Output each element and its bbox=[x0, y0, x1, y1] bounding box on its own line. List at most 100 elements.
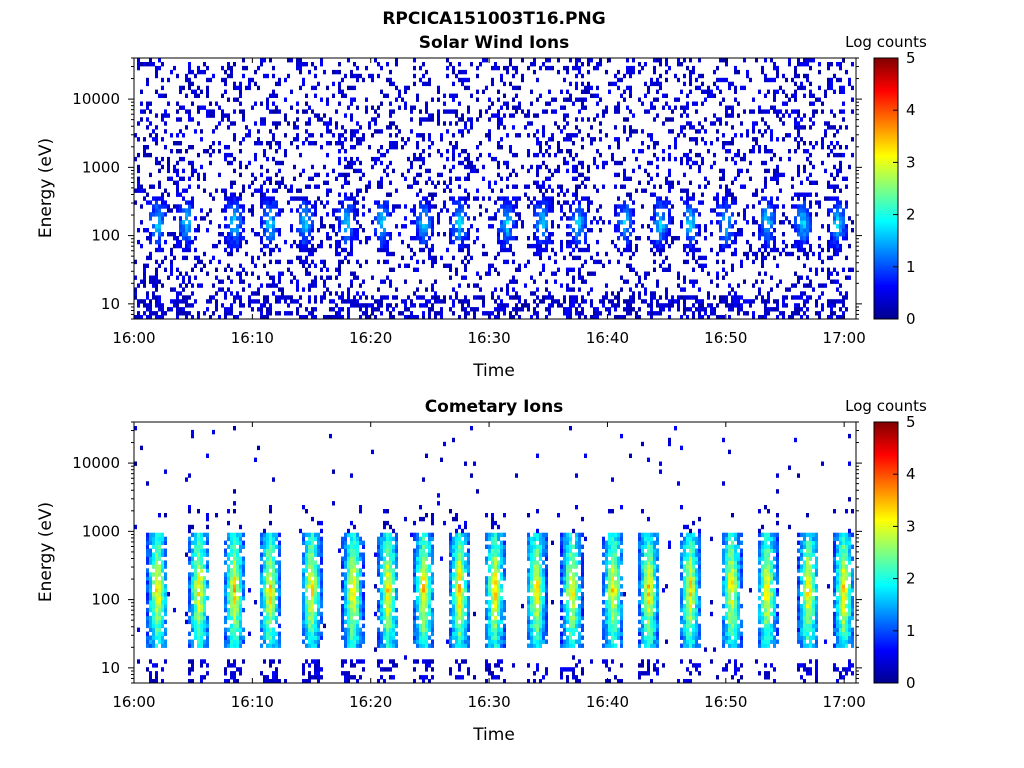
count-cell bbox=[317, 81, 320, 87]
count-cell bbox=[590, 315, 593, 320]
count-cell bbox=[641, 129, 644, 134]
count-cell bbox=[188, 85, 191, 91]
count-cell bbox=[455, 236, 458, 241]
count-cell bbox=[152, 137, 155, 142]
count-cell bbox=[650, 247, 653, 253]
count-cell bbox=[764, 121, 767, 126]
count-cell bbox=[266, 224, 269, 229]
count-cell bbox=[224, 552, 227, 557]
count-cell bbox=[467, 117, 470, 122]
count-cell bbox=[377, 156, 380, 162]
count-cell bbox=[482, 295, 485, 300]
count-cell bbox=[362, 137, 365, 142]
count-cell bbox=[731, 109, 734, 114]
count-cell bbox=[266, 97, 269, 102]
count-cell bbox=[275, 200, 278, 205]
count-cell bbox=[437, 212, 440, 217]
count-cell bbox=[662, 156, 665, 162]
count-cell bbox=[416, 287, 419, 292]
count-cell bbox=[761, 220, 764, 225]
count-cell bbox=[152, 603, 155, 609]
count-cell bbox=[488, 105, 491, 110]
count-cell bbox=[188, 596, 191, 601]
count-cell bbox=[323, 279, 326, 284]
count-cell bbox=[614, 172, 617, 178]
count-cell bbox=[533, 212, 536, 217]
count-cell bbox=[227, 239, 230, 245]
count-cell bbox=[146, 536, 149, 542]
count-cell bbox=[425, 109, 428, 114]
count-cell bbox=[503, 125, 506, 130]
count-cell bbox=[788, 156, 791, 162]
count-cell bbox=[758, 200, 761, 205]
count-cell bbox=[644, 287, 647, 292]
count-cell bbox=[458, 196, 461, 201]
count-cell bbox=[752, 145, 755, 150]
count-cell bbox=[782, 220, 785, 225]
count-cell bbox=[800, 204, 803, 209]
count-cell bbox=[470, 168, 473, 174]
y-tick-label: 10 bbox=[101, 295, 120, 313]
count-cell bbox=[653, 239, 656, 245]
count-cell bbox=[362, 212, 365, 217]
count-cell bbox=[197, 623, 200, 629]
count-cell bbox=[185, 228, 188, 233]
count-cell bbox=[497, 113, 500, 118]
count-cell bbox=[665, 236, 668, 241]
count-cell bbox=[326, 192, 329, 197]
count-cell bbox=[536, 220, 539, 225]
count-cell bbox=[512, 295, 515, 300]
count-cell bbox=[494, 113, 497, 118]
count-cell bbox=[773, 228, 776, 233]
count-cell bbox=[194, 552, 197, 557]
count-cell bbox=[386, 200, 389, 205]
count-cell bbox=[821, 101, 824, 106]
count-cell bbox=[200, 580, 203, 585]
count-cell bbox=[608, 307, 611, 312]
count-cell bbox=[149, 584, 152, 589]
count-cell bbox=[839, 125, 842, 130]
count-cell bbox=[686, 208, 689, 213]
count-cell bbox=[227, 639, 230, 644]
count-cell bbox=[338, 101, 341, 106]
count-cell bbox=[512, 259, 515, 265]
count-cell bbox=[449, 93, 452, 98]
count-cell bbox=[692, 216, 695, 221]
count-cell bbox=[845, 275, 848, 280]
count-cell bbox=[143, 145, 146, 150]
count-cell bbox=[770, 176, 773, 181]
count-cell bbox=[212, 129, 215, 134]
count-cell bbox=[503, 236, 506, 241]
count-cell bbox=[758, 315, 761, 320]
count-cell bbox=[380, 216, 383, 221]
count-cell bbox=[179, 141, 182, 146]
count-cell bbox=[251, 105, 254, 110]
count-cell bbox=[695, 77, 698, 83]
count-cell bbox=[800, 243, 803, 249]
count-cell bbox=[833, 220, 836, 225]
count-cell bbox=[719, 176, 722, 181]
count-cell bbox=[587, 168, 590, 174]
count-cell bbox=[224, 152, 227, 158]
count-cell bbox=[722, 216, 725, 221]
count-cell bbox=[344, 156, 347, 162]
count-cell bbox=[332, 307, 335, 312]
count-cell bbox=[326, 141, 329, 146]
count-cell bbox=[776, 307, 779, 312]
count-cell bbox=[161, 548, 164, 553]
count-cell bbox=[668, 299, 671, 304]
count-cell bbox=[644, 271, 647, 276]
count-cell bbox=[269, 129, 272, 134]
count-cell bbox=[299, 228, 302, 233]
count-cell bbox=[779, 172, 782, 178]
count-cell bbox=[587, 69, 590, 75]
count-cell bbox=[548, 101, 551, 106]
count-cell bbox=[743, 85, 746, 91]
count-cell bbox=[314, 200, 317, 205]
count-cell bbox=[629, 196, 632, 201]
count-cell bbox=[200, 615, 203, 621]
count-cell bbox=[311, 283, 314, 288]
count-cell bbox=[653, 311, 656, 316]
count-cell bbox=[188, 200, 191, 205]
count-cell bbox=[275, 259, 278, 265]
